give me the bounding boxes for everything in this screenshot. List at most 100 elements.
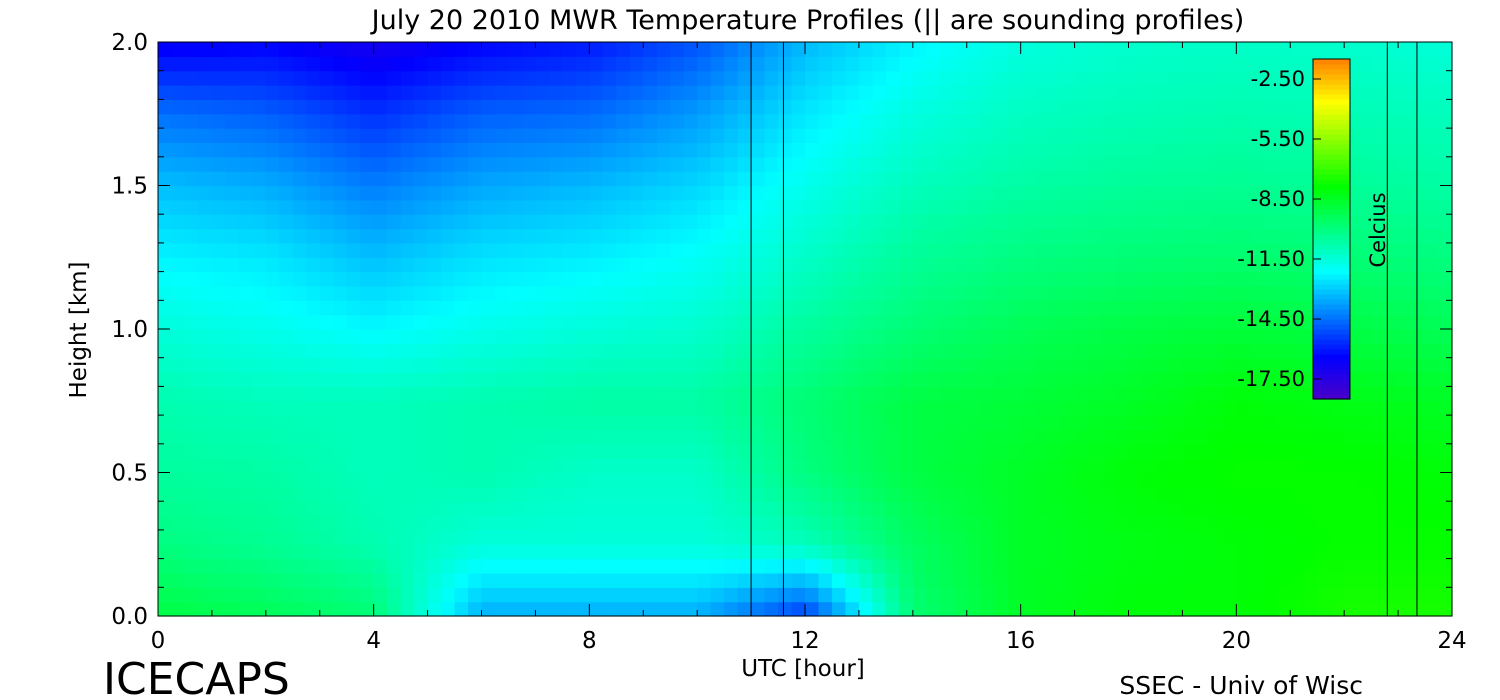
heatmap-cell <box>1425 113 1440 129</box>
heatmap-cell <box>387 70 402 86</box>
heatmap-cell <box>737 544 752 560</box>
heatmap-cell <box>1236 458 1251 474</box>
heatmap-cell <box>508 271 523 287</box>
heatmap-cell <box>265 142 280 158</box>
heatmap-cell <box>670 185 685 201</box>
heatmap-cell <box>1020 271 1035 287</box>
heatmap-cell <box>360 300 375 316</box>
heatmap-cell <box>184 515 200 531</box>
heatmap-cell <box>872 443 887 459</box>
heatmap-cell <box>548 501 563 517</box>
heatmap-cell <box>1425 199 1440 215</box>
heatmap-cell <box>656 185 671 201</box>
heatmap-cell <box>400 587 415 603</box>
heatmap-cell <box>791 113 806 129</box>
heatmap-cell <box>629 458 644 474</box>
colorbar-segment <box>1313 179 1350 185</box>
heatmap-cell <box>468 257 483 273</box>
heatmap-cell <box>184 357 200 373</box>
heatmap-cell <box>805 386 820 402</box>
heatmap-cell <box>1209 515 1224 531</box>
heatmap-cell <box>993 56 1008 72</box>
heatmap-cell <box>845 329 860 344</box>
heatmap-cell <box>751 372 766 387</box>
heatmap-cell <box>1317 587 1332 603</box>
heatmap-cell <box>1263 357 1278 373</box>
heatmap-cell <box>764 329 779 344</box>
heatmap-cell <box>589 128 604 144</box>
heatmap-cell <box>1128 529 1143 545</box>
heatmap-cell <box>333 558 348 574</box>
heatmap-cell <box>1155 601 1170 617</box>
heatmap-cell <box>481 257 496 273</box>
heatmap-cell <box>1398 558 1413 574</box>
heatmap-cell <box>238 357 253 373</box>
heatmap-cell <box>252 472 267 488</box>
heatmap-cell <box>885 458 900 474</box>
heatmap-cell <box>602 372 617 387</box>
heatmap-cell <box>805 171 820 187</box>
heatmap-cell <box>441 271 456 287</box>
heatmap-cell <box>427 343 442 359</box>
heatmap-cell <box>441 56 456 72</box>
heatmap-cell <box>993 214 1008 230</box>
heatmap-cell <box>1115 214 1130 230</box>
heatmap-cell <box>494 501 510 517</box>
heatmap-cell <box>980 515 995 531</box>
heatmap-cell <box>508 128 523 144</box>
heatmap-cell <box>265 343 280 359</box>
heatmap-cell <box>1020 372 1035 387</box>
heatmap-cell <box>211 42 226 57</box>
heatmap-cell <box>1047 171 1062 187</box>
heatmap-cell <box>1047 214 1062 230</box>
heatmap-cell <box>885 572 900 588</box>
heatmap-cell <box>764 357 779 373</box>
colorbar-tick-label: -17.50 <box>1237 367 1305 391</box>
heatmap-cell <box>508 415 523 431</box>
heatmap-cell <box>953 300 968 316</box>
heatmap-cell <box>306 515 321 531</box>
heatmap-cell <box>158 429 173 445</box>
heatmap-cell <box>1074 56 1089 72</box>
heatmap-cell <box>1438 228 1453 244</box>
heatmap-cell <box>818 472 833 488</box>
heatmap-cell <box>1317 42 1332 57</box>
heatmap-cell <box>400 242 415 258</box>
heatmap-cell <box>683 142 698 158</box>
heatmap-cell <box>562 587 577 603</box>
heatmap-cell <box>953 128 968 144</box>
heatmap-cell <box>319 515 334 531</box>
heatmap-cell <box>225 400 240 416</box>
heatmap-cell <box>710 343 725 359</box>
heatmap-cell <box>831 486 847 502</box>
heatmap-cell <box>427 529 442 545</box>
heatmap-cell <box>238 443 253 459</box>
heatmap-cell <box>1438 242 1453 258</box>
heatmap-cell <box>158 529 173 545</box>
heatmap-cell <box>791 429 806 445</box>
heatmap-cell <box>1344 458 1359 474</box>
heatmap-cell <box>818 42 833 57</box>
heatmap-cell <box>751 128 766 144</box>
heatmap-cell <box>1222 486 1237 502</box>
heatmap-cell <box>171 386 186 402</box>
heatmap-cell <box>1357 214 1372 230</box>
heatmap-cell <box>993 544 1008 560</box>
heatmap-cell <box>360 400 375 416</box>
heatmap-cell <box>1155 70 1170 86</box>
heatmap-cell <box>953 343 968 359</box>
heatmap-cell <box>818 429 833 445</box>
heatmap-cell <box>225 142 240 158</box>
heatmap-cell <box>238 285 253 301</box>
heatmap-cell <box>1222 271 1237 287</box>
heatmap-cell <box>858 515 873 531</box>
heatmap-cell <box>953 400 968 416</box>
heatmap-cell <box>831 587 847 603</box>
heatmap-cell <box>279 70 294 86</box>
heatmap-cell <box>1182 601 1197 617</box>
heatmap-cell <box>885 142 900 158</box>
heatmap-cell <box>265 56 280 72</box>
heatmap-cell <box>306 257 321 273</box>
heatmap-cell <box>670 357 685 373</box>
heatmap-cell <box>481 142 496 158</box>
